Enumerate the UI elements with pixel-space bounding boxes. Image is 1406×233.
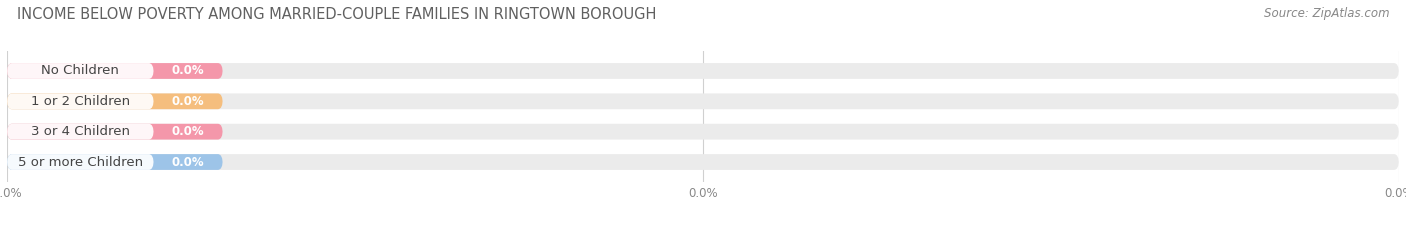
Text: 0.0%: 0.0%	[172, 155, 205, 168]
FancyBboxPatch shape	[7, 93, 1399, 109]
FancyBboxPatch shape	[7, 124, 1399, 140]
FancyBboxPatch shape	[7, 93, 153, 109]
FancyBboxPatch shape	[7, 63, 222, 79]
FancyBboxPatch shape	[7, 93, 222, 109]
Text: 0.0%: 0.0%	[172, 95, 205, 108]
Text: 5 or more Children: 5 or more Children	[18, 155, 143, 168]
Text: 0.0%: 0.0%	[172, 125, 205, 138]
FancyBboxPatch shape	[7, 124, 153, 140]
FancyBboxPatch shape	[7, 154, 222, 170]
FancyBboxPatch shape	[7, 154, 1399, 170]
Text: 0.0%: 0.0%	[172, 65, 205, 78]
FancyBboxPatch shape	[7, 63, 1399, 79]
Text: Source: ZipAtlas.com: Source: ZipAtlas.com	[1264, 7, 1389, 20]
Text: 3 or 4 Children: 3 or 4 Children	[31, 125, 129, 138]
FancyBboxPatch shape	[7, 124, 222, 140]
FancyBboxPatch shape	[7, 63, 153, 79]
Text: INCOME BELOW POVERTY AMONG MARRIED-COUPLE FAMILIES IN RINGTOWN BOROUGH: INCOME BELOW POVERTY AMONG MARRIED-COUPL…	[17, 7, 657, 22]
Text: 1 or 2 Children: 1 or 2 Children	[31, 95, 129, 108]
FancyBboxPatch shape	[7, 154, 153, 170]
Text: No Children: No Children	[41, 65, 120, 78]
